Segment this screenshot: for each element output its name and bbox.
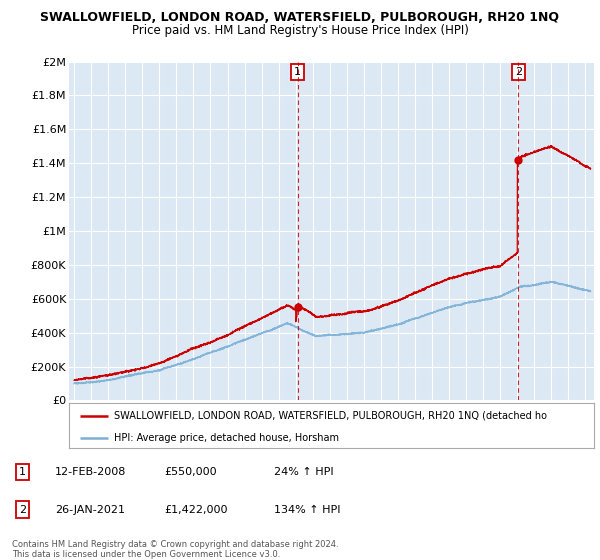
Text: SWALLOWFIELD, LONDON ROAD, WATERSFIELD, PULBOROUGH, RH20 1NQ (detached ho: SWALLOWFIELD, LONDON ROAD, WATERSFIELD, … [113,410,547,421]
Text: 1: 1 [19,467,26,477]
Text: HPI: Average price, detached house, Horsham: HPI: Average price, detached house, Hors… [113,433,338,443]
Text: 1: 1 [294,67,301,77]
Text: 2: 2 [19,505,26,515]
Text: 2: 2 [515,67,522,77]
Text: SWALLOWFIELD, LONDON ROAD, WATERSFIELD, PULBOROUGH, RH20 1NQ: SWALLOWFIELD, LONDON ROAD, WATERSFIELD, … [41,11,560,24]
Text: Price paid vs. HM Land Registry's House Price Index (HPI): Price paid vs. HM Land Registry's House … [131,24,469,36]
Text: £550,000: £550,000 [164,467,217,477]
Text: 134% ↑ HPI: 134% ↑ HPI [274,505,341,515]
Text: 26-JAN-2021: 26-JAN-2021 [55,505,125,515]
Text: Contains HM Land Registry data © Crown copyright and database right 2024.
This d: Contains HM Land Registry data © Crown c… [12,540,338,559]
Text: 24% ↑ HPI: 24% ↑ HPI [274,467,334,477]
Text: 12-FEB-2008: 12-FEB-2008 [55,467,127,477]
Text: £1,422,000: £1,422,000 [164,505,228,515]
